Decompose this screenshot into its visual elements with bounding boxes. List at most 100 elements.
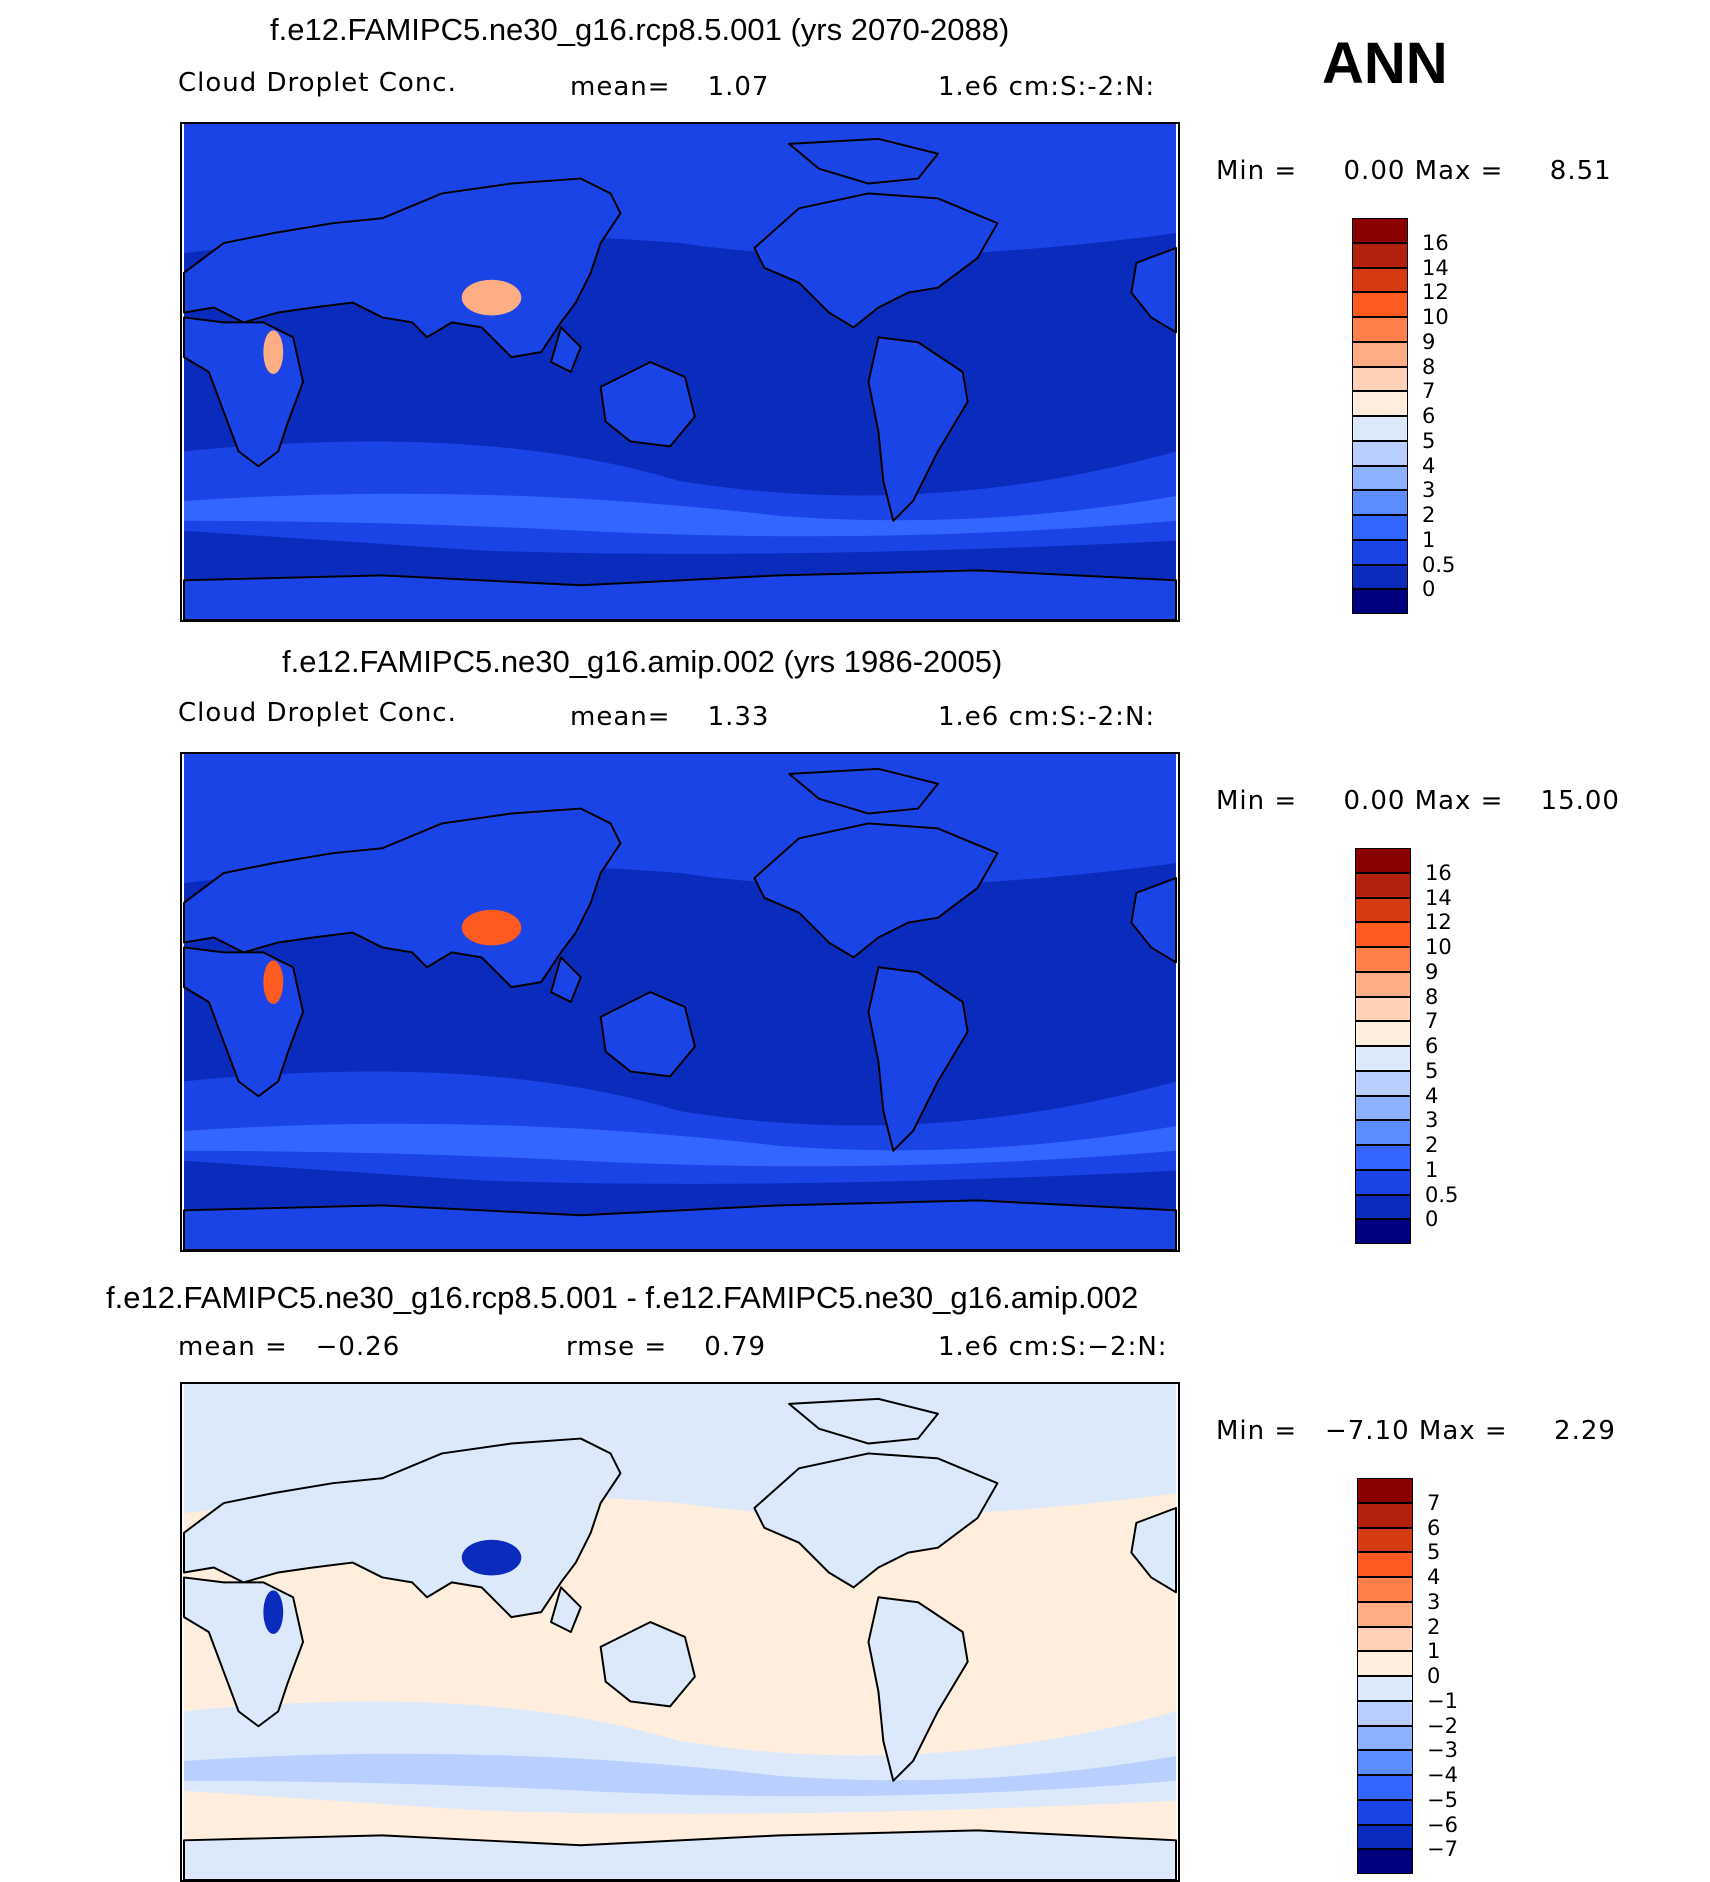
colorbar-box (1355, 922, 1411, 947)
continent-outline (183, 569, 1177, 620)
panel-3-title: f.e12.FAMIPC5.ne30_g16.rcp8.5.001 - f.e1… (106, 1280, 1139, 1315)
southern-band-light (184, 1123, 1176, 1167)
continent-outline (599, 1621, 696, 1708)
africa-feature (263, 960, 284, 1004)
colorbar-tick-label: 6 (1422, 404, 1436, 428)
colorbar-box (1355, 1219, 1411, 1244)
colorbar-box (1357, 1799, 1413, 1825)
colorbar-tick-label: 4 (1425, 1083, 1439, 1108)
colorbar-tick-label: 4 (1422, 453, 1436, 478)
colorbar-box (1357, 1700, 1413, 1726)
colorbar-box (1355, 1194, 1411, 1220)
colorbar-tick-label: 2 (1422, 503, 1436, 527)
colorbar-box (1357, 1478, 1413, 1503)
colorbar-box (1357, 1552, 1413, 1577)
colorbar-tick-label: 2 (1425, 1133, 1439, 1157)
colorbar-box (1355, 848, 1411, 873)
east-asia-feature (461, 279, 522, 316)
colorbar-tick-label: 1 (1427, 1639, 1441, 1664)
continent-outline (550, 1586, 582, 1633)
panel-1-colorbar: 16 14 12 10 9 8 7 6 5 4 3 2 1 0.5 0 (1352, 218, 1455, 614)
colorbar-tick-label: 0 (1425, 1207, 1439, 1232)
east-asia-feature (461, 1539, 522, 1576)
colorbar-tick-label: 7 (1425, 1009, 1439, 1034)
continent-outline (183, 1437, 622, 1619)
colorbar-tick-label: 0.5 (1425, 1182, 1459, 1207)
continent-outline (753, 192, 999, 329)
colorbar-tick-label: 8 (1422, 354, 1436, 379)
colorbar-box (1352, 391, 1408, 416)
panel-1-units: 1.e6 cm:S:-2:N: (938, 72, 1156, 102)
colorbar-box (1357, 1676, 1413, 1701)
colorbar-box (1357, 1502, 1413, 1528)
continent-outline (788, 767, 939, 815)
colorbar-tick-label: 3 (1422, 478, 1436, 503)
colorbar-tick-label: −3 (1427, 1738, 1458, 1763)
continent-outline (183, 1829, 1177, 1880)
panel-3-minmax: Min = −7.10 Max = 2.29 (1216, 1416, 1616, 1446)
colorbar-tick-label: 2 (1427, 1614, 1441, 1639)
continent-outline (753, 822, 999, 959)
colorbar-box (1355, 872, 1411, 898)
colorbar-box (1355, 1169, 1411, 1195)
colorbar-tick-label: −6 (1427, 1812, 1458, 1837)
colorbar-box (1355, 1046, 1411, 1071)
southern-band-light (184, 493, 1176, 537)
panel-2-colorbar: 16 14 12 10 9 8 7 6 5 4 3 2 1 0.5 0 (1355, 848, 1458, 1244)
colorbar-box (1355, 947, 1411, 972)
colorbar-box (1352, 341, 1408, 367)
continent-outline (1130, 247, 1177, 334)
colorbar-box (1352, 564, 1408, 590)
continent-outline (1130, 877, 1177, 964)
colorbar-tick-label: 5 (1422, 428, 1436, 453)
panel-1-minmax: Min = 0.00 Max = 8.51 (1216, 156, 1612, 186)
colorbar-box (1352, 292, 1408, 317)
colorbar-tick-label: 6 (1425, 1034, 1439, 1058)
colorbar-tick-label: −4 (1427, 1763, 1458, 1787)
colorbar-tick-label: −7 (1427, 1837, 1458, 1862)
panel-3-units: 1.e6 cm:S:−2:N: (938, 1332, 1168, 1362)
colorbar-box (1357, 1626, 1413, 1652)
panel-2-variable: Cloud Droplet Conc. (178, 698, 457, 728)
colorbar-tick-label: 7 (1422, 379, 1436, 404)
colorbar-box (1352, 465, 1408, 491)
colorbar-box (1355, 1120, 1411, 1145)
continent-outline (599, 991, 696, 1078)
colorbar-box (1352, 317, 1408, 342)
colorbar-box (1355, 1095, 1411, 1121)
panel-2-map (180, 752, 1180, 1252)
panel-2-units: 1.e6 cm:S:-2:N: (938, 702, 1156, 732)
panel-3-rmse: rmse = 0.79 (566, 1332, 767, 1362)
colorbar-box (1355, 1021, 1411, 1046)
colorbar-tick-label: 16 (1422, 230, 1449, 255)
africa-feature (263, 330, 284, 374)
colorbar-tick-label: 6 (1427, 1515, 1441, 1540)
panel-1-map (180, 122, 1180, 622)
colorbar-box (1357, 1775, 1413, 1800)
colorbar-box (1357, 1651, 1413, 1676)
continent-outline (867, 966, 969, 1152)
continent-outline (788, 1397, 939, 1445)
colorbar-box (1355, 897, 1411, 923)
colorbar-box (1352, 416, 1408, 441)
continent-outline (183, 1199, 1177, 1250)
colorbar-tick-label: −2 (1427, 1713, 1458, 1738)
colorbar-tick-label: 16 (1425, 860, 1452, 885)
continent-outline (867, 336, 969, 522)
colorbar-tick-label: 9 (1425, 959, 1439, 984)
colorbar-tick-label: 10 (1425, 935, 1452, 959)
continent-outline (753, 1452, 999, 1589)
colorbar-box (1352, 539, 1408, 565)
panel-3-map (180, 1382, 1180, 1882)
colorbar-tick-label: 12 (1425, 910, 1452, 935)
colorbar-tick-label: 4 (1427, 1565, 1441, 1589)
east-asia-feature (461, 909, 522, 946)
colorbar-tick-label: 0.5 (1422, 552, 1456, 577)
season-label: ANN (1322, 31, 1448, 96)
colorbar-box (1352, 515, 1408, 540)
colorbar-box (1355, 1070, 1411, 1096)
colorbar-box (1357, 1725, 1413, 1751)
colorbar-box (1357, 1750, 1413, 1775)
colorbar-tick-label: 14 (1425, 885, 1452, 910)
colorbar-tick-label: 12 (1422, 280, 1449, 305)
